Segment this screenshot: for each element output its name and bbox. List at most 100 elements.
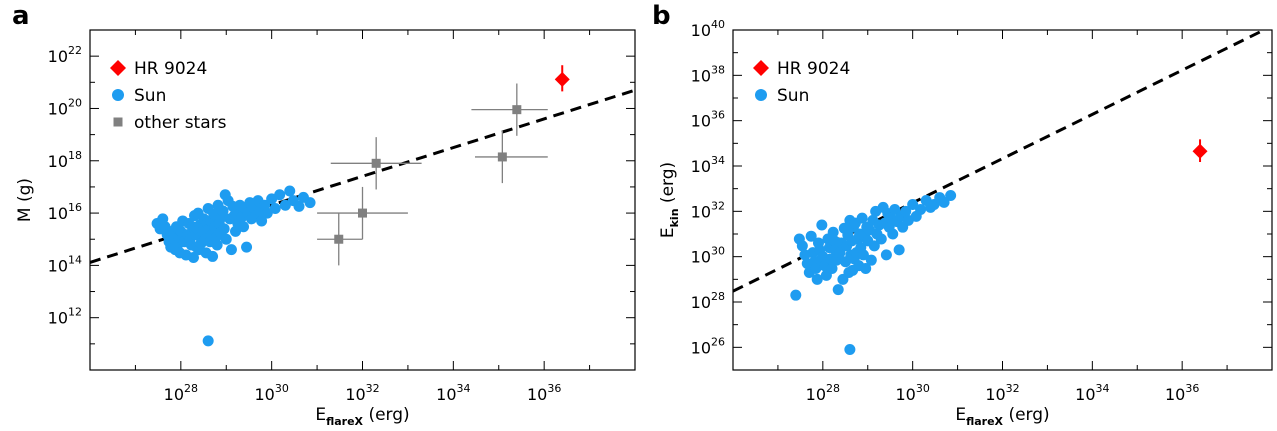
- tick-base: 10: [436, 385, 456, 404]
- tick-exponent: 32: [711, 199, 725, 212]
- hr9024-point: [1192, 143, 1208, 159]
- tick-exponent: 28: [826, 382, 840, 395]
- tick-base: 10: [48, 152, 68, 171]
- y-tick-label: 1020: [48, 96, 82, 118]
- x-axis-label: EflareX (erg): [315, 405, 409, 428]
- tick-exponent: 36: [547, 382, 561, 395]
- sun-point: [269, 202, 281, 214]
- tick-exponent: 40: [711, 18, 725, 31]
- x-tick-label: 1030: [254, 382, 288, 404]
- tick-exponent: 30: [711, 245, 725, 258]
- x-tick-label: 1030: [895, 382, 929, 404]
- tick-base: 10: [1165, 385, 1185, 404]
- legend-label: Sun: [777, 86, 809, 106]
- tick-exponent: 20: [68, 96, 82, 109]
- sun-point: [187, 252, 199, 264]
- sun-point: [868, 240, 880, 252]
- hr9024-point: [554, 71, 570, 87]
- legend-sun-marker: [112, 89, 124, 101]
- x-tick-label: 1032: [345, 382, 379, 404]
- legend-label: HR 9024: [777, 59, 850, 79]
- tick-exponent: 34: [457, 382, 471, 395]
- tick-base: 10: [691, 338, 711, 357]
- tick-exponent: 22: [68, 44, 82, 57]
- y-tick-label: 1030: [691, 245, 725, 267]
- tick-exponent: 16: [68, 201, 82, 214]
- y-axis-label: Ekin (erg): [658, 162, 681, 238]
- sun-point: [857, 249, 869, 261]
- tick-exponent: 38: [711, 63, 725, 76]
- sun-point: [805, 230, 817, 242]
- tick-exponent: 18: [68, 149, 82, 162]
- y-tick-label: 1016: [48, 201, 82, 223]
- sun-point: [875, 233, 887, 245]
- plot-area: [733, 30, 1268, 356]
- sun-point: [238, 221, 250, 233]
- tick-exponent: 30: [275, 382, 289, 395]
- x-axis-label-unit: (erg): [1003, 405, 1050, 425]
- tick-exponent: 36: [711, 109, 725, 122]
- tick-exponent: 32: [1006, 382, 1020, 395]
- tick-base: 10: [691, 21, 711, 40]
- sun-point: [256, 215, 268, 227]
- y-axis-label: M (g): [15, 178, 35, 222]
- x-tick-label: 1036: [527, 382, 561, 404]
- y-tick-label: 1028: [691, 290, 725, 312]
- other-star-point: [497, 152, 507, 162]
- legend-label: HR 9024: [134, 59, 207, 79]
- panel-letter: b: [652, 1, 671, 31]
- sun-point: [811, 273, 823, 285]
- sun-point: [860, 263, 872, 275]
- tick-exponent: 12: [68, 306, 82, 319]
- panel-letter: a: [12, 1, 30, 31]
- x-axis-label-main: E: [315, 405, 326, 425]
- tick-base: 10: [48, 309, 68, 328]
- y-axis-label-main: E: [658, 227, 678, 238]
- y-tick-label: 1012: [48, 306, 82, 328]
- x-tick-label: 1028: [806, 382, 840, 404]
- tick-base: 10: [985, 385, 1005, 404]
- other-star-point: [512, 105, 522, 115]
- sun-point: [261, 207, 273, 219]
- y-tick-label: 1036: [691, 109, 725, 131]
- tick-exponent: 34: [1096, 382, 1110, 395]
- sun-point: [834, 247, 846, 259]
- tick-base: 10: [48, 99, 68, 118]
- sun-point: [827, 226, 839, 238]
- sun-point: [900, 205, 912, 217]
- tick-exponent: 26: [711, 335, 725, 348]
- y-tick-label: 1032: [691, 199, 725, 221]
- other-star-point: [371, 158, 381, 168]
- x-tick-label: 1032: [985, 382, 1019, 404]
- y-tick-label: 1014: [48, 253, 82, 275]
- x-axis-label-sub: flareX: [966, 415, 1003, 428]
- sun-point: [284, 185, 296, 197]
- sun-point: [816, 219, 828, 231]
- sun-point: [810, 263, 822, 275]
- y-axis-label-unit: (erg): [658, 162, 678, 209]
- other-star-point: [334, 234, 344, 244]
- sun-point: [218, 223, 230, 235]
- tick-exponent: 28: [711, 290, 725, 303]
- tick-exponent: 36: [1185, 382, 1199, 395]
- x-axis-label-main: E: [955, 405, 966, 425]
- tick-base: 10: [48, 204, 68, 223]
- sun-point: [207, 250, 219, 262]
- sun-point: [796, 240, 808, 252]
- x-axis-label: EflareX (erg): [955, 405, 1049, 428]
- sun-point: [293, 200, 305, 212]
- legend-hr9024-marker: [753, 60, 769, 76]
- tick-exponent: 14: [68, 253, 82, 266]
- y-axis-label-sub: kin: [668, 208, 681, 227]
- tick-exponent: 30: [916, 382, 930, 395]
- x-tick-label: 1034: [436, 382, 470, 404]
- sun-point: [907, 199, 919, 211]
- legend-other-stars-marker: [113, 117, 123, 127]
- sun-point: [225, 244, 237, 256]
- sun-point: [202, 335, 214, 347]
- sun-point: [304, 197, 316, 209]
- tick-base: 10: [164, 385, 184, 404]
